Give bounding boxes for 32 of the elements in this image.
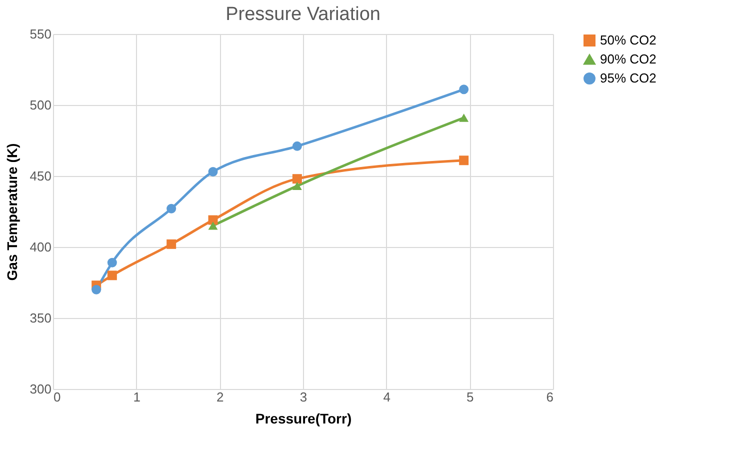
legend-label: 95% CO2 [600, 70, 656, 86]
x-tick-label: 2 [216, 390, 224, 404]
point [208, 167, 218, 176]
legend-label: 50% CO2 [600, 32, 656, 48]
x-tick-label: 1 [133, 390, 140, 404]
chart-title: Pressure Variation [226, 4, 380, 25]
x-tick-label: 4 [383, 390, 390, 404]
point [208, 222, 218, 230]
point [166, 239, 176, 249]
x-tick-label: 0 [54, 390, 61, 404]
point [107, 270, 117, 280]
legend-label: 90% CO2 [600, 52, 656, 66]
x-tick-label: 6 [546, 390, 554, 404]
y-tick-label: 300 [30, 382, 52, 396]
point [92, 284, 102, 294]
y-tick-label: 350 [30, 310, 52, 326]
point [292, 174, 302, 184]
y-tick-label: 500 [30, 98, 52, 112]
y-tick-label: 400 [30, 240, 52, 254]
point [459, 84, 469, 94]
point [459, 156, 469, 166]
point [292, 182, 302, 190]
point [166, 204, 176, 214]
x-tick-label: 5 [466, 390, 474, 404]
x-axis-title: Pressure(Torr) [255, 410, 352, 426]
y-tick-label: 450 [30, 168, 52, 184]
point [292, 141, 302, 151]
y-tick-label: 550 [30, 26, 52, 42]
y-axis-title: Gas Temperature (K) [4, 143, 20, 281]
point [459, 114, 469, 122]
point [107, 258, 117, 268]
x-tick-label: 3 [300, 390, 308, 404]
